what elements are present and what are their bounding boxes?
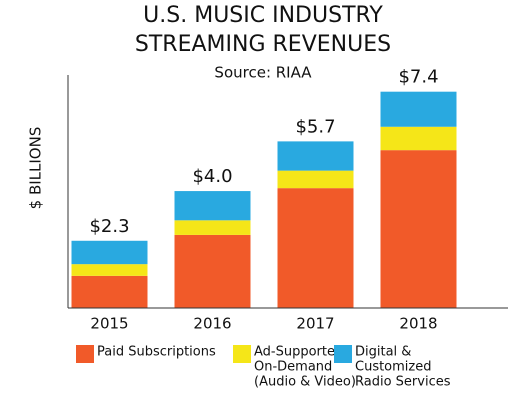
legend-label: (Audio & Video) [254, 375, 356, 390]
total-label: $4.0 [192, 166, 232, 187]
bar-segment [174, 234, 251, 308]
bar-segment [71, 275, 148, 308]
bar-segment [277, 188, 354, 308]
chart-subtitle: Source: RIAA [214, 64, 312, 82]
chart-title: STREAMING REVENUES [135, 32, 391, 57]
bar-segment [277, 170, 354, 189]
legend-label: Paid Subscriptions [97, 345, 216, 360]
bar-segment [380, 91, 457, 127]
bar-segment [380, 126, 457, 151]
bar-segment [174, 220, 251, 235]
legend-label: Ad-Supported [254, 345, 343, 360]
bar-segment [71, 264, 148, 276]
x-tick-label: 2015 [90, 315, 128, 333]
legend-label: On-Demand [254, 360, 332, 375]
total-label: $7.4 [398, 67, 438, 88]
y-axis-label: $ BILLIONS [27, 127, 45, 210]
bar-segment [277, 141, 354, 171]
bar-segment [380, 150, 457, 308]
legend-label: Digital & [355, 345, 411, 360]
bar-segment [71, 240, 148, 265]
legend-swatch [233, 345, 251, 363]
total-label: $2.3 [89, 216, 129, 237]
x-tick-label: 2017 [296, 315, 334, 333]
bar-segment [174, 191, 251, 221]
x-tick-label: 2016 [193, 315, 231, 333]
legend-label: Radio Services [355, 375, 451, 390]
legend-label: Customized [355, 360, 432, 375]
legend-swatch [76, 345, 94, 363]
chart-title: U.S. MUSIC INDUSTRY [143, 3, 383, 28]
x-tick-label: 2018 [399, 315, 437, 333]
legend-swatch [334, 345, 352, 363]
total-label: $5.7 [295, 116, 335, 137]
